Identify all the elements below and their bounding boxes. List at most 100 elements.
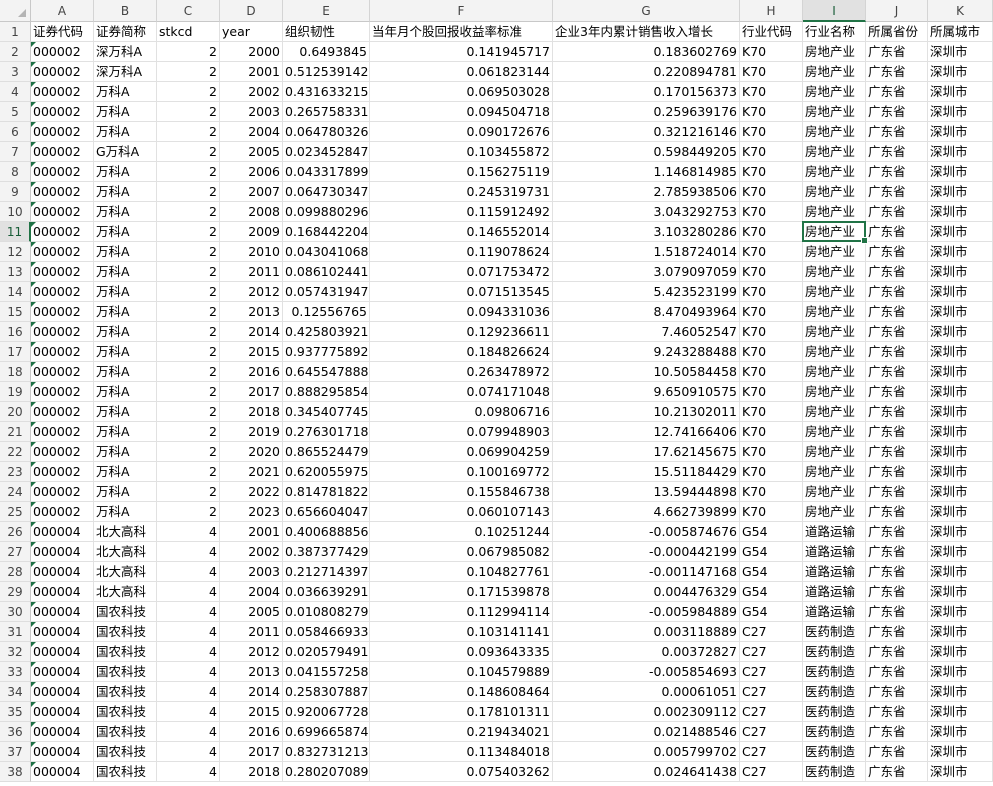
- cell-h31[interactable]: C27: [740, 622, 803, 642]
- cell-f12[interactable]: 0.119078624: [370, 242, 553, 262]
- column-header-a[interactable]: A: [31, 0, 94, 22]
- cell-a12[interactable]: 000002: [31, 242, 94, 262]
- cell-h25[interactable]: K70: [740, 502, 803, 522]
- cell-h35[interactable]: C27: [740, 702, 803, 722]
- cell-a37[interactable]: 000004: [31, 742, 94, 762]
- cell-e32[interactable]: 0.020579491: [283, 642, 370, 662]
- cell-j34[interactable]: 广东省: [866, 682, 928, 702]
- column-header-h[interactable]: H: [740, 0, 803, 22]
- cell-k9[interactable]: 深圳市: [928, 182, 993, 202]
- cell-h27[interactable]: G54: [740, 542, 803, 562]
- cell-a16[interactable]: 000002: [31, 322, 94, 342]
- cell-j4[interactable]: 广东省: [866, 82, 928, 102]
- cell-e9[interactable]: 0.064730347: [283, 182, 370, 202]
- cell-e27[interactable]: 0.387377429: [283, 542, 370, 562]
- cell-d3[interactable]: 2001: [220, 62, 283, 82]
- cell-h16[interactable]: K70: [740, 322, 803, 342]
- cell-b26[interactable]: 北大高科: [94, 522, 157, 542]
- cell-a34[interactable]: 000004: [31, 682, 94, 702]
- cell-c8[interactable]: 2: [157, 162, 220, 182]
- cell-b30[interactable]: 国农科技: [94, 602, 157, 622]
- cell-f11[interactable]: 0.146552014: [370, 222, 553, 242]
- cell-g12[interactable]: 1.518724014: [553, 242, 740, 262]
- column-title-cell[interactable]: 证券代码: [31, 22, 94, 42]
- cell-i9[interactable]: 房地产业: [803, 182, 866, 202]
- cell-c12[interactable]: 2: [157, 242, 220, 262]
- cell-j37[interactable]: 广东省: [866, 742, 928, 762]
- column-title-cell[interactable]: 当年月个股回报收益率标准: [370, 22, 553, 42]
- row-header-11[interactable]: 11: [0, 222, 31, 242]
- cell-d32[interactable]: 2012: [220, 642, 283, 662]
- cell-g30[interactable]: -0.005984889: [553, 602, 740, 622]
- cell-f5[interactable]: 0.094504718: [370, 102, 553, 122]
- column-header-b[interactable]: B: [94, 0, 157, 22]
- cell-f20[interactable]: 0.09806716: [370, 402, 553, 422]
- row-header-37[interactable]: 37: [0, 742, 31, 762]
- select-all-button[interactable]: [0, 0, 31, 22]
- column-title-cell[interactable]: 企业3年内累计销售收入增长: [553, 22, 740, 42]
- cell-b15[interactable]: 万科A: [94, 302, 157, 322]
- cell-i30[interactable]: 道路运输: [803, 602, 866, 622]
- cell-b37[interactable]: 国农科技: [94, 742, 157, 762]
- row-header-3[interactable]: 3: [0, 62, 31, 82]
- column-title-cell[interactable]: year: [220, 22, 283, 42]
- cell-c26[interactable]: 4: [157, 522, 220, 542]
- cell-i10[interactable]: 房地产业: [803, 202, 866, 222]
- cell-e16[interactable]: 0.425803921: [283, 322, 370, 342]
- cell-b27[interactable]: 北大高科: [94, 542, 157, 562]
- cell-k14[interactable]: 深圳市: [928, 282, 993, 302]
- cell-j23[interactable]: 广东省: [866, 462, 928, 482]
- cell-h28[interactable]: G54: [740, 562, 803, 582]
- cell-j17[interactable]: 广东省: [866, 342, 928, 362]
- cell-j30[interactable]: 广东省: [866, 602, 928, 622]
- cell-d19[interactable]: 2017: [220, 382, 283, 402]
- cell-h18[interactable]: K70: [740, 362, 803, 382]
- cell-j27[interactable]: 广东省: [866, 542, 928, 562]
- cell-a38[interactable]: 000004: [31, 762, 94, 782]
- cell-g13[interactable]: 3.079097059: [553, 262, 740, 282]
- cell-i15[interactable]: 房地产业: [803, 302, 866, 322]
- cell-k7[interactable]: 深圳市: [928, 142, 993, 162]
- cell-c30[interactable]: 4: [157, 602, 220, 622]
- cell-h34[interactable]: C27: [740, 682, 803, 702]
- cell-e5[interactable]: 0.265758331: [283, 102, 370, 122]
- row-header-23[interactable]: 23: [0, 462, 31, 482]
- cell-f16[interactable]: 0.129236611: [370, 322, 553, 342]
- cell-e35[interactable]: 0.920067728: [283, 702, 370, 722]
- cell-b35[interactable]: 国农科技: [94, 702, 157, 722]
- cell-e7[interactable]: 0.023452847: [283, 142, 370, 162]
- cell-j38[interactable]: 广东省: [866, 762, 928, 782]
- cell-c25[interactable]: 2: [157, 502, 220, 522]
- cell-e20[interactable]: 0.345407745: [283, 402, 370, 422]
- cell-b3[interactable]: 深万科A: [94, 62, 157, 82]
- cell-i17[interactable]: 房地产业: [803, 342, 866, 362]
- column-title-cell[interactable]: 行业名称: [803, 22, 866, 42]
- cell-k12[interactable]: 深圳市: [928, 242, 993, 262]
- cell-k4[interactable]: 深圳市: [928, 82, 993, 102]
- cell-e36[interactable]: 0.699665874: [283, 722, 370, 742]
- cell-a3[interactable]: 000002: [31, 62, 94, 82]
- cell-c15[interactable]: 2: [157, 302, 220, 322]
- cell-f27[interactable]: 0.067985082: [370, 542, 553, 562]
- cell-e18[interactable]: 0.645547888: [283, 362, 370, 382]
- cell-j19[interactable]: 广东省: [866, 382, 928, 402]
- cell-h33[interactable]: C27: [740, 662, 803, 682]
- cell-i26[interactable]: 道路运输: [803, 522, 866, 542]
- cell-k37[interactable]: 深圳市: [928, 742, 993, 762]
- cell-d7[interactable]: 2005: [220, 142, 283, 162]
- cell-j21[interactable]: 广东省: [866, 422, 928, 442]
- cell-a29[interactable]: 000004: [31, 582, 94, 602]
- cell-g37[interactable]: 0.005799702: [553, 742, 740, 762]
- cell-b7[interactable]: G万科A: [94, 142, 157, 162]
- cell-a6[interactable]: 000002: [31, 122, 94, 142]
- row-header-8[interactable]: 8: [0, 162, 31, 182]
- row-header-15[interactable]: 15: [0, 302, 31, 322]
- cell-e19[interactable]: 0.888295854: [283, 382, 370, 402]
- column-header-c[interactable]: C: [157, 0, 220, 22]
- cell-k33[interactable]: 深圳市: [928, 662, 993, 682]
- cell-a22[interactable]: 000002: [31, 442, 94, 462]
- cell-c17[interactable]: 2: [157, 342, 220, 362]
- cell-e12[interactable]: 0.043041068: [283, 242, 370, 262]
- cell-b33[interactable]: 国农科技: [94, 662, 157, 682]
- cell-j9[interactable]: 广东省: [866, 182, 928, 202]
